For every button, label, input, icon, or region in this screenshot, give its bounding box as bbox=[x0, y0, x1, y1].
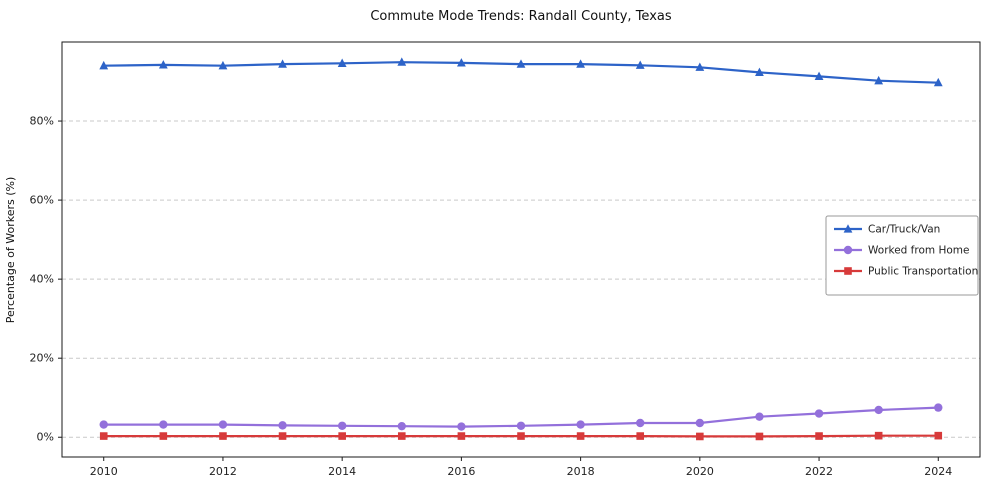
data-point-marker bbox=[814, 71, 824, 80]
data-point-marker bbox=[457, 432, 466, 440]
data-point-marker bbox=[278, 59, 287, 68]
x-tick-label: 2012 bbox=[209, 465, 237, 478]
data-point-marker bbox=[843, 224, 853, 233]
data-point-marker bbox=[695, 418, 705, 428]
data-point-marker bbox=[338, 432, 346, 440]
legend-item-car-truck-van: Car/Truck/Van bbox=[834, 224, 940, 236]
data-point-marker bbox=[99, 432, 108, 440]
data-point-marker bbox=[99, 420, 108, 429]
data-point-marker bbox=[636, 432, 645, 440]
legend-box bbox=[825, 215, 979, 296]
y-tick-label: 20% bbox=[30, 352, 54, 365]
legend-item-label: Worked from Home bbox=[868, 245, 969, 257]
data-point-marker bbox=[696, 432, 704, 441]
x-tick-label: 2024 bbox=[924, 465, 952, 478]
data-point-marker bbox=[516, 59, 526, 68]
data-point-marker bbox=[934, 403, 943, 412]
data-point-marker bbox=[278, 432, 287, 440]
data-point-marker bbox=[219, 432, 227, 440]
data-point-marker bbox=[517, 432, 525, 440]
data-point-marker bbox=[99, 60, 109, 70]
legend-item-public-transportation: Public Transportation bbox=[834, 266, 978, 278]
data-point-marker bbox=[755, 432, 764, 441]
data-point-marker bbox=[278, 421, 287, 430]
data-point-marker bbox=[159, 432, 168, 440]
data-point-marker bbox=[456, 58, 466, 67]
y-axis-label: Percentage of Workers (%) bbox=[4, 177, 17, 324]
y-tick-label: 0% bbox=[37, 431, 54, 444]
data-point-marker bbox=[933, 77, 943, 87]
x-tick-label: 2014 bbox=[328, 465, 356, 478]
y-tick-label: 40% bbox=[30, 273, 54, 286]
data-point-marker bbox=[576, 420, 585, 429]
data-point-marker bbox=[457, 422, 466, 431]
chart-title: Commute Mode Trends: Randall County, Tex… bbox=[370, 9, 671, 24]
data-point-marker bbox=[815, 432, 823, 440]
data-point-marker bbox=[874, 405, 883, 415]
data-point-marker bbox=[516, 421, 526, 430]
data-point-marker bbox=[397, 57, 407, 66]
x-tick-label: 2010 bbox=[90, 465, 118, 478]
legend-item-worked-from-home: Worked from Home bbox=[834, 245, 969, 257]
data-point-marker bbox=[635, 60, 645, 69]
y-tick-label: 80% bbox=[30, 115, 54, 128]
y-tick-label: 60% bbox=[30, 194, 54, 207]
x-tick-label: 2022 bbox=[805, 465, 833, 478]
x-tick-label: 2020 bbox=[686, 465, 714, 478]
data-point-marker bbox=[844, 267, 852, 275]
data-point-marker bbox=[636, 418, 645, 428]
data-point-marker bbox=[814, 409, 824, 418]
data-point-marker bbox=[843, 245, 853, 255]
legend-item-label: Public Transportation bbox=[868, 266, 978, 278]
data-point-marker bbox=[695, 62, 705, 71]
data-point-marker bbox=[576, 432, 585, 440]
data-point-marker bbox=[218, 60, 228, 70]
plot-border bbox=[61, 41, 981, 458]
data-point-marker bbox=[397, 421, 406, 431]
plot-area: 0% 20% 40% 60% 80% 2010 2012 2014 2016 2018 2020 20… bbox=[30, 41, 981, 478]
data-point-marker bbox=[755, 412, 764, 421]
data-point-marker bbox=[874, 431, 883, 440]
data-point-marker bbox=[337, 58, 347, 67]
data-point-marker bbox=[934, 431, 943, 440]
legend-item-label: Car/Truck/Van bbox=[868, 224, 940, 236]
data-point-marker bbox=[337, 421, 347, 430]
data-point-marker bbox=[159, 420, 168, 429]
data-point-marker bbox=[158, 60, 168, 69]
x-tick-label: 2018 bbox=[567, 465, 595, 478]
data-point-marker bbox=[755, 67, 764, 77]
data-point-marker bbox=[397, 432, 406, 440]
data-point-marker bbox=[576, 59, 586, 68]
data-point-marker bbox=[874, 75, 884, 85]
data-point-marker bbox=[218, 420, 228, 429]
x-tick-label: 2016 bbox=[447, 465, 475, 478]
